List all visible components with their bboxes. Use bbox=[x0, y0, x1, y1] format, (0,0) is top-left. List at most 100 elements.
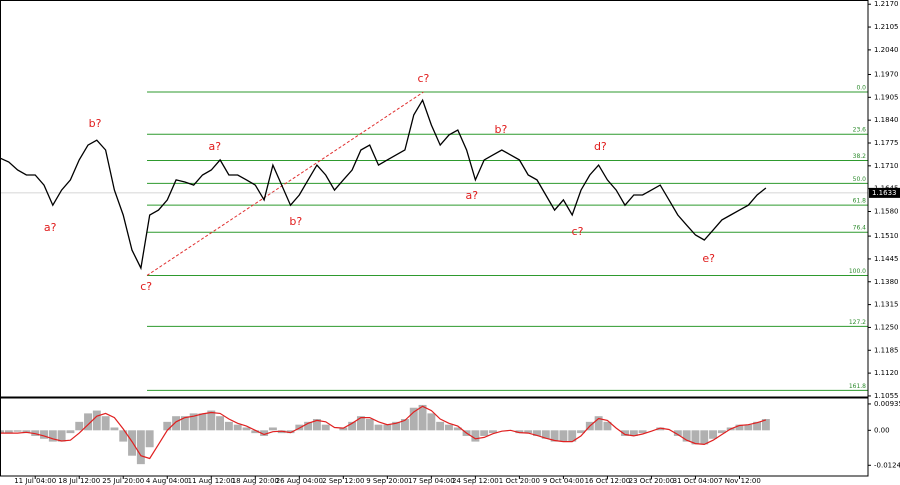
histogram-bar bbox=[480, 430, 489, 436]
last-price-box bbox=[869, 187, 900, 198]
histogram-bar bbox=[224, 421, 233, 431]
histogram-bar bbox=[13, 430, 22, 432]
histogram-bar bbox=[110, 427, 119, 431]
osc-tick-label: 0.00935 bbox=[874, 400, 900, 408]
x-tick-label: 9 Oct 04:00 bbox=[543, 477, 584, 485]
fib-label: 76.4 bbox=[853, 225, 867, 232]
histogram-bar bbox=[550, 430, 559, 442]
fib-label: 0.0 bbox=[856, 85, 866, 92]
histogram-bar bbox=[128, 430, 137, 456]
histogram-bar bbox=[374, 424, 383, 431]
osc-panel-frame bbox=[0, 397, 869, 477]
x-tick-label: 9 Sep 20:00 bbox=[366, 477, 408, 485]
price-panel-frame bbox=[0, 0, 869, 398]
histogram-bar bbox=[682, 430, 691, 442]
y-tick-label: 1.1185 bbox=[874, 346, 899, 354]
histogram-bar bbox=[383, 424, 392, 431]
y-tick-label: 1.1445 bbox=[874, 255, 899, 263]
histogram-bar bbox=[700, 430, 709, 445]
last-price-label: 1.1633 bbox=[872, 189, 897, 197]
histogram-bar bbox=[172, 416, 181, 431]
histogram-bar bbox=[260, 430, 269, 436]
y-tick-label: 1.1580 bbox=[874, 207, 899, 215]
y-tick-label: 1.2170 bbox=[874, 0, 899, 8]
trend-line bbox=[146, 91, 424, 276]
y-tick-label: 1.1315 bbox=[874, 301, 899, 309]
histogram-bar bbox=[409, 407, 418, 431]
histogram-bar bbox=[268, 427, 277, 431]
histogram-bar bbox=[356, 416, 365, 431]
histogram-bar bbox=[400, 419, 409, 431]
histogram-bar bbox=[656, 427, 665, 431]
histogram-bar bbox=[524, 430, 533, 434]
y-tick-label: 1.1510 bbox=[874, 232, 899, 240]
histogram-bar bbox=[242, 427, 251, 431]
histogram-bar bbox=[145, 430, 154, 448]
histogram-bar bbox=[101, 416, 110, 431]
histogram-bar bbox=[251, 430, 260, 434]
fib-label: 100.0 bbox=[849, 268, 866, 275]
histogram-bar bbox=[638, 430, 647, 434]
x-tick-label: 26 Aug 04:00 bbox=[276, 477, 323, 485]
histogram-bar bbox=[717, 430, 726, 434]
fib-label: 38.2 bbox=[853, 153, 867, 160]
x-tick-label: 25 Jul 20:00 bbox=[102, 477, 144, 485]
histogram-bar bbox=[216, 416, 225, 431]
histogram-bar bbox=[207, 410, 216, 431]
histogram-bar bbox=[541, 430, 550, 439]
histogram-bar bbox=[189, 413, 198, 431]
x-tick-label: 7 Nov 12:00 bbox=[718, 477, 761, 485]
y-tick-label: 1.1055 bbox=[874, 392, 899, 400]
wave-label: d? bbox=[594, 140, 607, 153]
histogram-bar bbox=[48, 430, 57, 442]
fib-label: 127.2 bbox=[849, 319, 866, 326]
y-tick-label: 1.1970 bbox=[874, 70, 899, 78]
histogram-bar bbox=[735, 424, 744, 431]
histogram-bar bbox=[515, 430, 524, 434]
histogram-bar bbox=[66, 430, 75, 434]
histogram-bar bbox=[594, 416, 603, 431]
x-tick-label: 4 Aug 04:00 bbox=[146, 477, 189, 485]
histogram-bar bbox=[233, 424, 242, 431]
y-tick-label: 1.1250 bbox=[874, 323, 899, 331]
wave-label: a? bbox=[44, 221, 57, 234]
x-tick-label: 18 Jul 12:00 bbox=[58, 477, 100, 485]
histogram-bar bbox=[40, 430, 48, 439]
x-tick-label: 11 Jul 04:00 bbox=[14, 477, 56, 485]
histogram-bar bbox=[365, 419, 374, 431]
histogram-bar bbox=[744, 424, 753, 431]
histogram-bar bbox=[4, 430, 13, 434]
histogram-bar bbox=[577, 430, 585, 434]
histogram-bar bbox=[753, 421, 762, 431]
fib-label: 61.8 bbox=[853, 198, 867, 205]
histogram-bar bbox=[286, 430, 295, 434]
x-tick-label: 31 Oct 04:00 bbox=[673, 477, 719, 485]
histogram-bar bbox=[568, 430, 577, 442]
histogram-bar bbox=[84, 413, 92, 431]
histogram-bar bbox=[691, 430, 700, 445]
histogram-bar bbox=[163, 421, 172, 431]
histogram-bar bbox=[673, 430, 682, 436]
fib-label: 23.6 bbox=[853, 127, 867, 134]
histogram-bar bbox=[0, 430, 4, 434]
wave-label: a? bbox=[209, 140, 222, 153]
histogram-bar bbox=[339, 427, 348, 431]
histogram-bar bbox=[304, 421, 313, 431]
histogram-bar bbox=[180, 416, 189, 431]
osc-tick-label: -0.0124 bbox=[874, 461, 900, 469]
x-tick-label: 24 Sep 12:00 bbox=[452, 477, 499, 485]
fib-label: 50.0 bbox=[853, 176, 867, 183]
y-tick-label: 1.1710 bbox=[874, 162, 899, 170]
x-tick-label: 16 Oct 12:00 bbox=[585, 477, 631, 485]
histogram-bar bbox=[57, 430, 66, 442]
signal-line bbox=[0, 405, 767, 460]
wave-label: c? bbox=[572, 225, 584, 238]
wave-label: b? bbox=[494, 123, 507, 136]
histogram-bar bbox=[489, 430, 497, 434]
wave-label: e? bbox=[702, 252, 715, 265]
wave-label: c? bbox=[140, 280, 152, 293]
x-tick-label: 18 Aug 20:00 bbox=[232, 477, 279, 485]
histogram-bar bbox=[445, 424, 453, 431]
